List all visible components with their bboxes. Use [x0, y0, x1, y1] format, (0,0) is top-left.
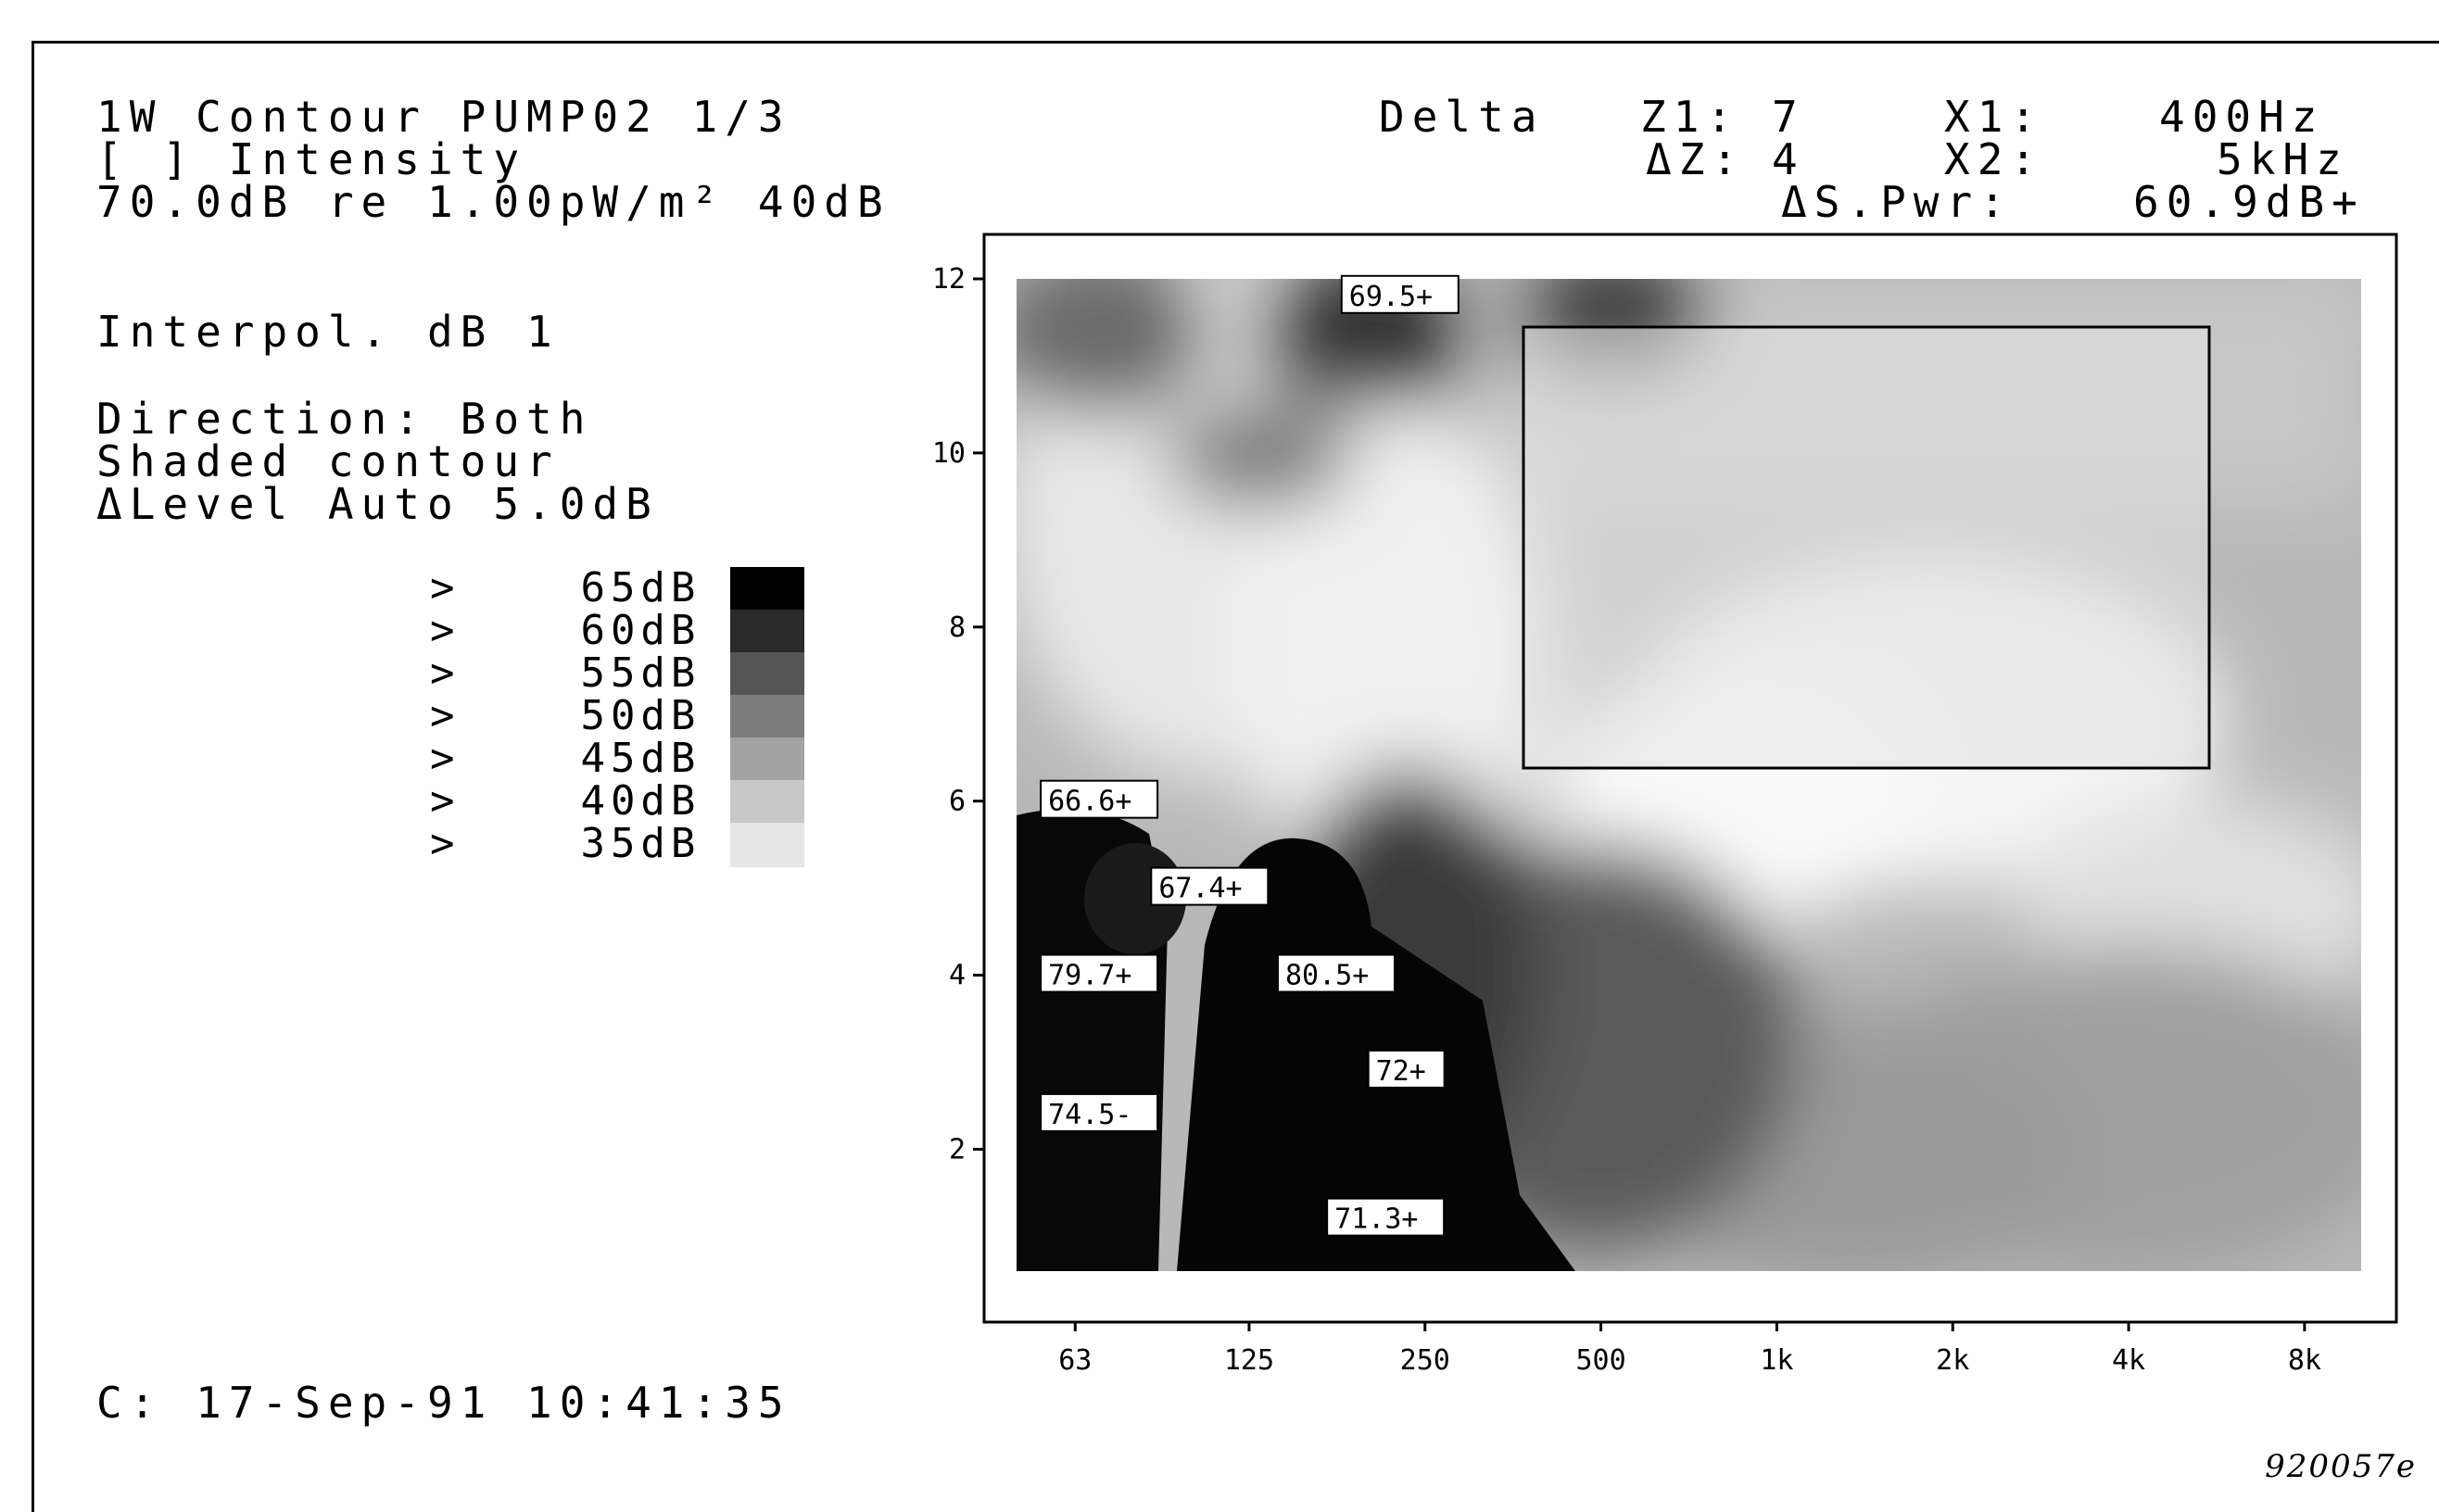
- dz-label: ΔZ:: [1646, 134, 1746, 184]
- legend-row-60: > 60dB: [430, 607, 701, 654]
- peak-label-6: 74.5-: [1048, 1099, 1131, 1131]
- figure-frame: [32, 41, 2439, 1512]
- y-tick-label-2: 6: [949, 786, 966, 818]
- peak-label-7: 71.3+: [1334, 1203, 1418, 1236]
- x-tick-label-1: 125: [1224, 1344, 1274, 1377]
- x-tick-label-5: 2k: [1936, 1344, 1969, 1377]
- axes: 63 125 250 500 1k 2k 4k 8k 2 4 6 8 10 12: [932, 263, 2321, 1377]
- timestamp: C: 17-Sep-91 10:41:35: [96, 1378, 791, 1428]
- peak-label-1: 66.6+: [1048, 786, 1131, 818]
- header-line-1: 1W Contour PUMP02 1/3: [96, 92, 791, 142]
- header-line-2: [ ] Intensity: [96, 134, 527, 184]
- peak-label-box-1: [1040, 779, 1159, 819]
- y-tick-label-3: 8: [949, 611, 966, 644]
- peak-label-2: 67.4+: [1158, 873, 1242, 905]
- peak-label-5: 72+: [1376, 1055, 1426, 1088]
- legend-row-65: > 65dB: [430, 564, 701, 611]
- peak-label-box-3: [1040, 953, 1159, 993]
- peak-label-box-0: [1340, 274, 1460, 314]
- direction-setting: Direction: Both: [96, 394, 593, 444]
- shading-setting: Shaded contour: [96, 436, 560, 486]
- z1-value: 7: [1772, 92, 1805, 142]
- x-tick-label-7: 8k: [2288, 1344, 2321, 1377]
- interpol-setting: Interpol. dB 1: [96, 307, 560, 357]
- peak-label-box-7: [1326, 1197, 1446, 1237]
- legend-row-55: > 55dB: [430, 649, 701, 697]
- peak-label-3: 79.7+: [1048, 960, 1131, 992]
- peak-label-box-4: [1276, 953, 1396, 993]
- header-line-3: 70.0dB re 1.00pW/m² 40dB: [96, 177, 891, 227]
- y-tick-label-4: 10: [932, 437, 966, 470]
- x1-value: 400Hz: [2159, 92, 2325, 142]
- y-tick-label-1: 4: [949, 960, 966, 992]
- peak-label-0: 69.5+: [1349, 281, 1433, 313]
- x-tick-label-4: 1k: [1760, 1344, 1793, 1377]
- x1-label: X1:: [1944, 92, 2044, 142]
- legend-swatch-55: [730, 652, 804, 697]
- y-tick-label-0: 2: [949, 1133, 966, 1166]
- z1-label: Z1:: [1640, 92, 1740, 142]
- y-tick-label-5: 12: [932, 263, 966, 296]
- x2-value: 5kHz: [2217, 134, 2349, 184]
- peak-label-box-6: [1040, 1092, 1159, 1132]
- peak-labels: 69.5+ 66.6+ 67.4+ 79.7+ 80.5+ 72+ 74.5- 71.3+: [1040, 274, 1460, 1237]
- legend-swatch-45: [730, 737, 804, 782]
- spwr-value: 60.9dB+: [2133, 177, 2365, 227]
- legend-swatch-65: [730, 567, 804, 611]
- legend-row-40: > 40dB: [430, 777, 701, 825]
- legend-row-45: > 45dB: [430, 735, 701, 782]
- dz-value: 4: [1772, 134, 1805, 184]
- legend-row-50: > 50dB: [430, 692, 701, 739]
- legend-swatch-50: [730, 695, 804, 739]
- contour-field: [1017, 279, 2361, 1271]
- legend-row-35: > 35dB: [430, 820, 701, 867]
- peak-label-4: 80.5+: [1285, 960, 1369, 992]
- legend-swatch-40: [730, 780, 804, 825]
- x-tick-label-3: 500: [1575, 1344, 1625, 1377]
- x2-label: X2:: [1944, 134, 2044, 184]
- level-setting: ΔLevel Auto 5.0dB: [96, 479, 659, 529]
- plot-axes-box: [982, 233, 2398, 1324]
- peak-label-box-2: [1150, 866, 1270, 906]
- x-tick-label-2: 250: [1400, 1344, 1450, 1377]
- selection-box: [1522, 325, 2211, 770]
- figure-id: 920057e: [2265, 1448, 2417, 1485]
- legend-swatch-35: [730, 823, 804, 867]
- x-tick-label-0: 63: [1058, 1344, 1092, 1377]
- delta-label: Delta: [1379, 92, 1545, 142]
- x-tick-label-6: 4k: [2112, 1344, 2145, 1377]
- legend-swatch-60: [730, 610, 804, 654]
- spwr-label: ΔS.Pwr:: [1781, 177, 2013, 227]
- peak-label-box-5: [1367, 1049, 1446, 1089]
